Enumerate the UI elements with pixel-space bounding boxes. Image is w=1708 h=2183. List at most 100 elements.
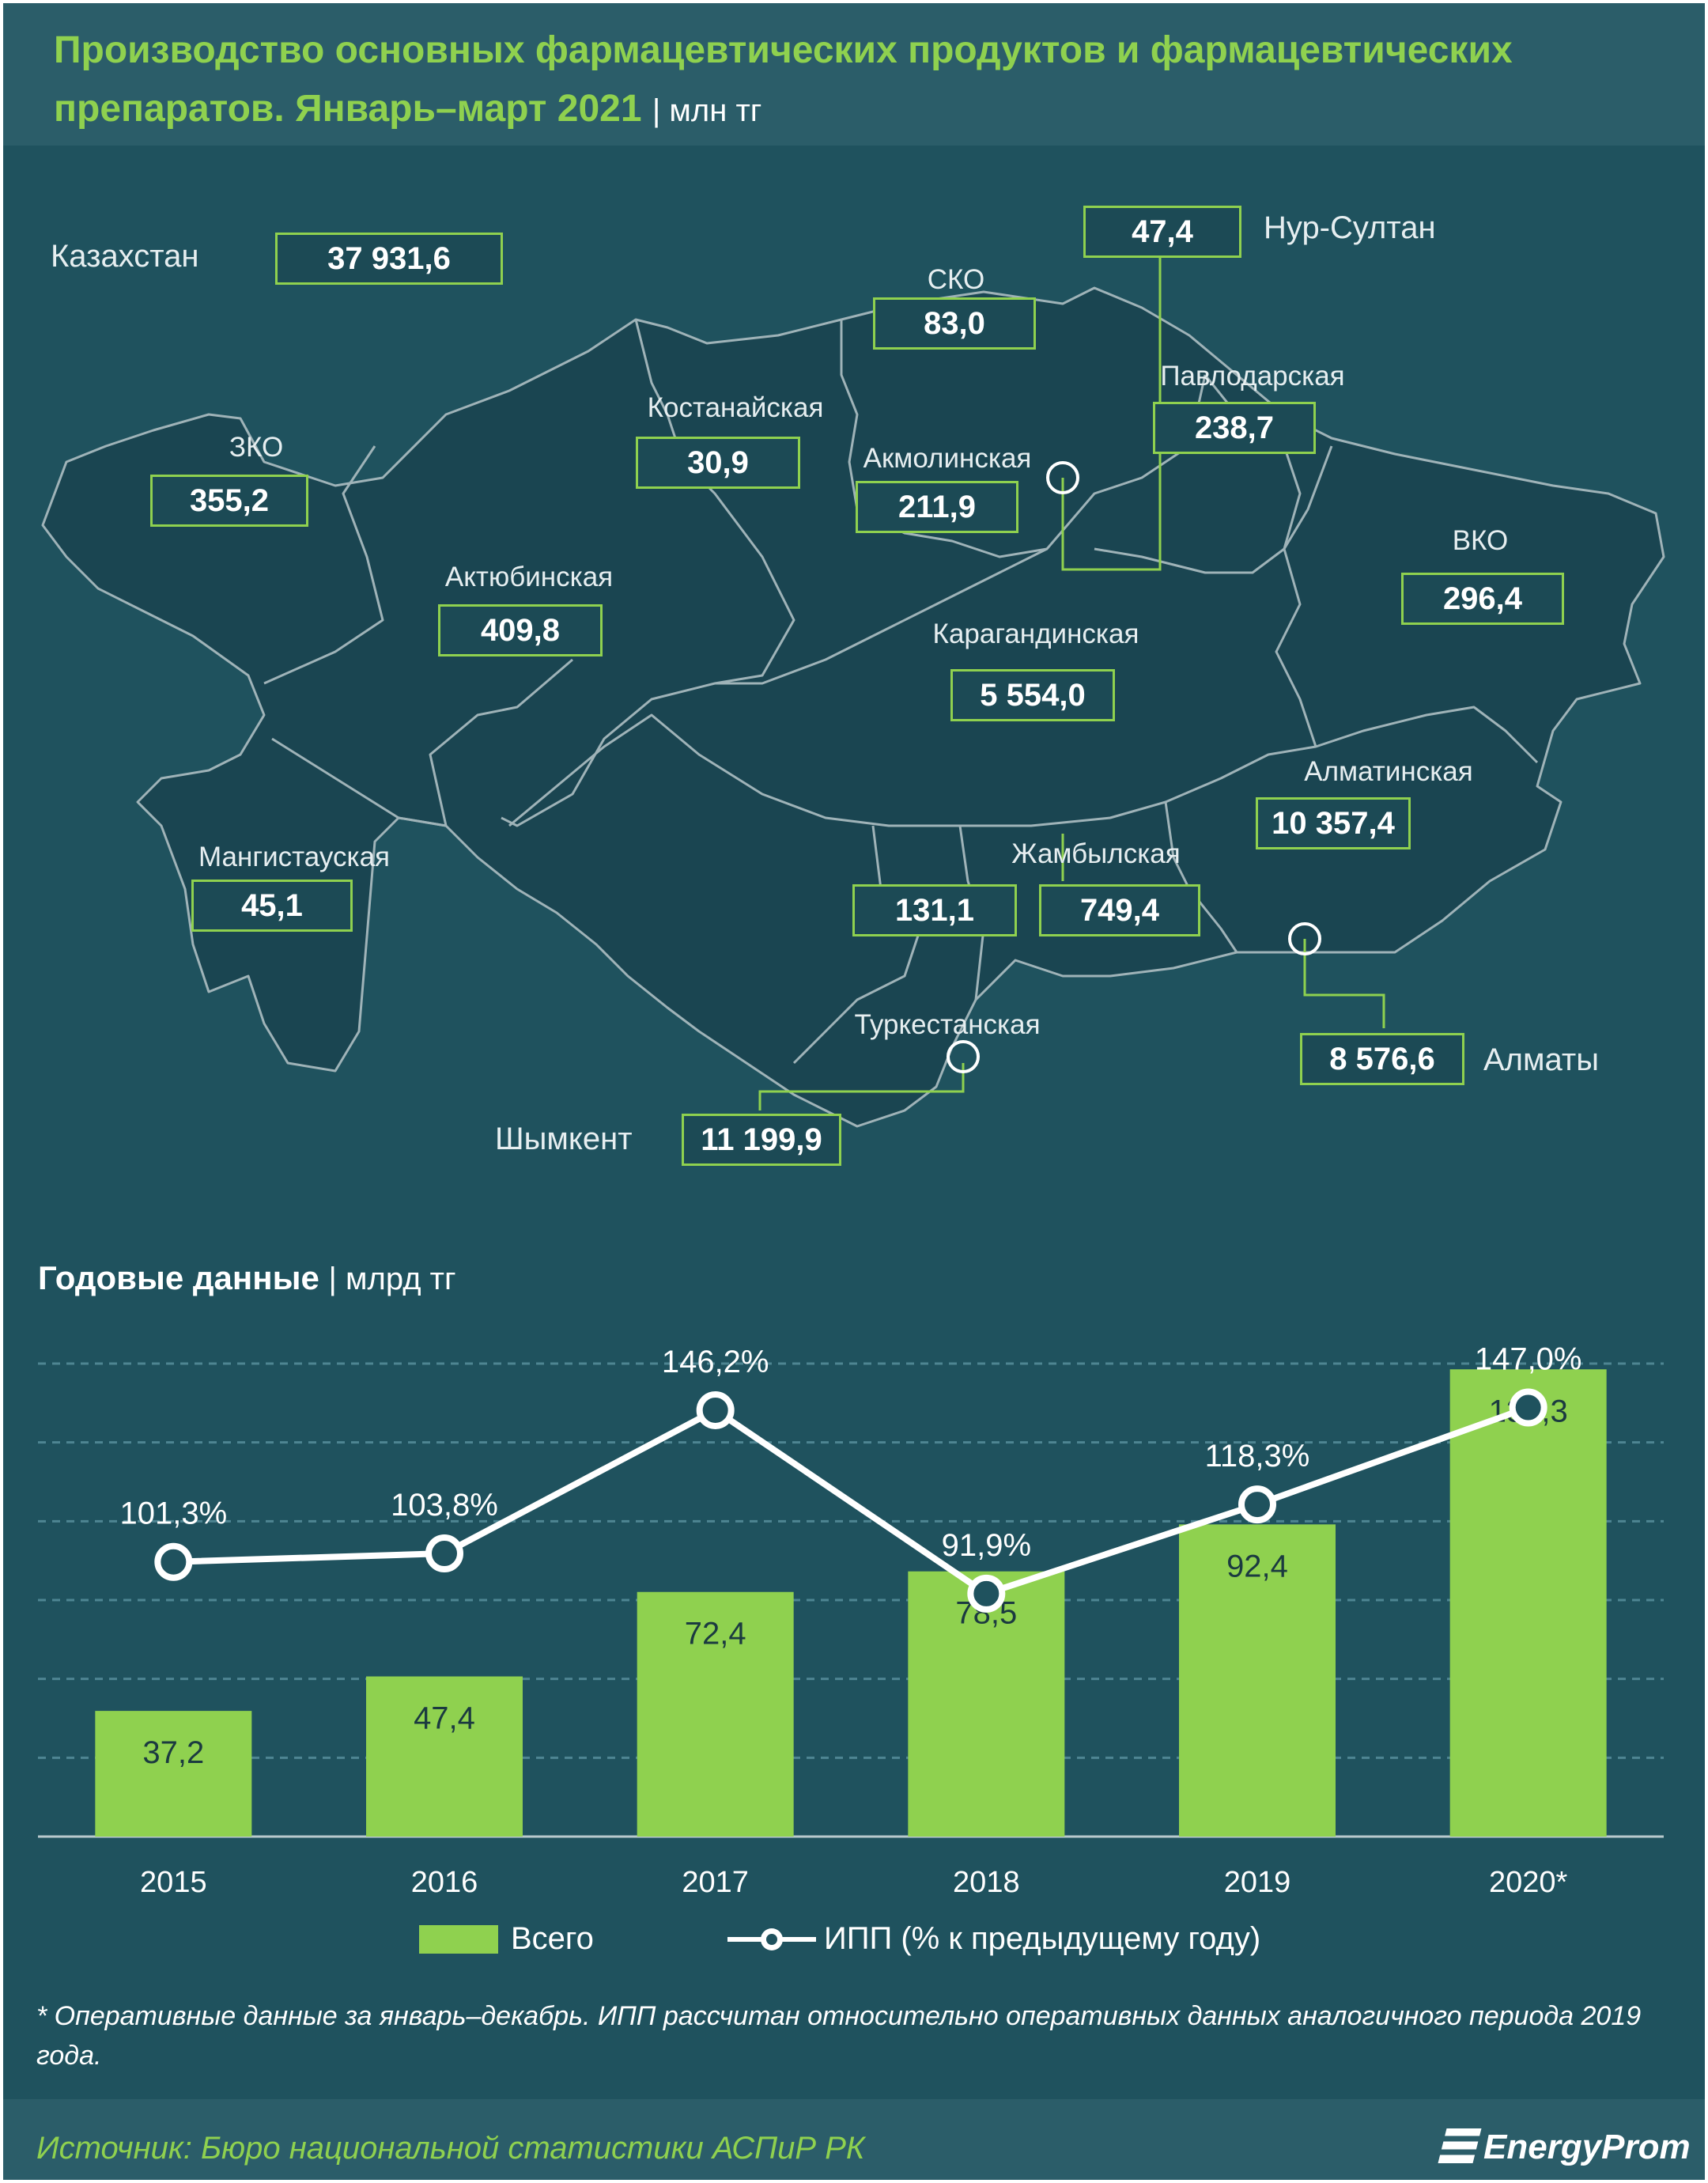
ipp-point-2015	[154, 1542, 193, 1581]
region-value-almaty-region: 10 357,4	[1256, 797, 1411, 849]
border-vko	[1275, 445, 1539, 764]
ipp-point-2018	[967, 1574, 1006, 1613]
region-label-kostanay: Костанайская	[647, 392, 824, 423]
bar-2020*	[1449, 1369, 1607, 1837]
energyprom-logo-icon	[1438, 2128, 1482, 2163]
x-tick-2015: 2015	[140, 1866, 207, 1899]
border-karaganda-north	[715, 547, 1048, 685]
city-label-shymkent: Шымкент	[495, 1122, 633, 1156]
region-value-akmola: 211,9	[856, 481, 1018, 533]
ipp-label-2018: 91,9%	[942, 1528, 1031, 1563]
annual-chart: 37,247,472,478,592,4138,3 20152016201720…	[38, 1342, 1664, 1899]
bar-2015	[95, 1711, 252, 1837]
ipp-point-2016	[425, 1534, 463, 1573]
ipp-label-2019: 118,3%	[1205, 1439, 1310, 1474]
legend-line: ИПП (% к предыдущему году)	[724, 1921, 1260, 1957]
region-label-almaty-region: Алматинская	[1304, 756, 1473, 787]
chart-point-labels: 101,3% 103,8% 146,2% 91,9% 118,3% 147,0%	[119, 1342, 1581, 1563]
header-band: Производство основных фармацевтических п…	[3, 3, 1705, 146]
page-title-text: препаратов. Январь–март 2021	[54, 88, 642, 130]
city-value-almaty: 8 576,6	[1300, 1033, 1464, 1085]
chart-bar-labels: 37,247,472,478,592,4138,3	[142, 1394, 1567, 1770]
region-label-zhambyl: Жамбылская	[1011, 838, 1181, 869]
bar-label-2017: 72,4	[685, 1617, 746, 1651]
x-tick-2016: 2016	[411, 1866, 478, 1899]
bar-2019	[1179, 1524, 1336, 1837]
x-tick-2019: 2019	[1224, 1866, 1291, 1899]
ipp-label-2015: 101,3%	[119, 1496, 227, 1531]
chart-grid	[38, 1362, 1664, 1838]
ipp-label-2020*: 147,0%	[1475, 1342, 1582, 1377]
bar-label-2016: 47,4	[414, 1701, 475, 1736]
region-label-turkestan: Туркестанская	[854, 1009, 1041, 1040]
city-value-shymkent: 11 199,9	[682, 1114, 841, 1166]
footnote: * Оперативные данные за январь–декабрь. …	[36, 2001, 1642, 2071]
region-value-karaganda: 5 554,0	[950, 669, 1115, 721]
brand-name: EnergyProm	[1483, 2128, 1691, 2166]
city-label-almaty: Алматы	[1483, 1042, 1599, 1077]
almaty-city-marker	[1288, 922, 1321, 955]
region-value-pavlodar: 238,7	[1153, 402, 1316, 454]
bar-label-2019: 92,4	[1226, 1549, 1288, 1583]
region-label-sko: СКО	[927, 264, 985, 295]
source-text: Источник: Бюро национальной статистики А…	[36, 2131, 865, 2166]
bar-label-2015: 37,2	[142, 1735, 204, 1770]
border-kostanay-akmola	[840, 320, 1207, 558]
region-value-vko: 296,4	[1401, 573, 1564, 625]
x-tick-2017: 2017	[682, 1866, 749, 1899]
infographic-panel: Производство основных фармацевтических п…	[3, 3, 1705, 2180]
nursultan-city-marker	[1046, 461, 1079, 494]
city-value-nursultan: 47,4	[1083, 206, 1241, 258]
shymkent-city-marker	[947, 1040, 980, 1073]
map-outline	[41, 286, 1665, 1128]
footer-band	[3, 2099, 1705, 2180]
legend-bar: Всего	[419, 1921, 594, 1957]
region-value-sko: 83,0	[873, 297, 1036, 350]
legend-bar-swatch	[419, 1925, 498, 1954]
region-value-aktobe: 409,8	[438, 604, 603, 656]
legend-line-swatch	[727, 1928, 816, 1950]
bar-2016	[366, 1676, 523, 1837]
region-label-zko: ЗКО	[229, 432, 284, 463]
border-karaganda-south	[508, 713, 1317, 827]
annual-title: Годовые данные | млрд тг	[38, 1259, 456, 1297]
kazakhstan-map	[41, 252, 1665, 1128]
page-title-line1: Производство основных фармацевтических п…	[54, 29, 1513, 71]
page-title-line2: препаратов. Январь–март 2021 | млн тг	[54, 87, 761, 131]
region-label-pavlodar: Павлодарская	[1160, 361, 1345, 392]
ipp-label-2017: 146,2%	[662, 1345, 769, 1379]
legend-bar-label: Всего	[511, 1921, 594, 1956]
ipp-label-2016: 103,8%	[391, 1488, 498, 1523]
kazakhstan-value-box: 37 931,6	[275, 233, 503, 285]
region-value-zko: 355,2	[150, 475, 308, 527]
ipp-series-line	[173, 1404, 1530, 1597]
region-value-mangystau: 45,1	[191, 880, 353, 932]
connector-almaty	[1303, 939, 1385, 1028]
annual-title-unit: | млрд тг	[328, 1262, 456, 1296]
chart-x-ticks: 2015 2016 2017 2018 2019 2020*	[140, 1866, 1567, 1899]
region-value-zhambyl: 749,4	[1039, 884, 1200, 936]
region-value-kostanay: 30,9	[636, 437, 800, 489]
ipp-point-2019	[1238, 1485, 1276, 1524]
border-aktobe-kostanay	[501, 319, 795, 827]
brand-logo: EnergyProm	[1438, 2128, 1691, 2167]
connector-shymkent	[758, 1063, 965, 1110]
region-label-karaganda: Карагандинская	[932, 619, 1139, 649]
bar-2017	[637, 1591, 794, 1837]
annual-title-text: Годовые данные	[38, 1259, 319, 1296]
ipp-point-2020*	[1509, 1388, 1547, 1427]
region-value-kyzylorda: 131,1	[852, 884, 1017, 936]
x-tick-2020*: 2020*	[1489, 1866, 1568, 1899]
region-label-vko: ВКО	[1452, 525, 1509, 556]
city-label-nursultan: Нур-Султан	[1264, 210, 1436, 245]
border-zko-aktobe	[263, 445, 384, 685]
region-label-akmola: Акмолинская	[863, 443, 1032, 474]
region-label-mangystau: Мангистауская	[198, 842, 390, 872]
ipp-point-2017	[696, 1390, 735, 1429]
x-tick-2018: 2018	[953, 1866, 1020, 1899]
border-mangystau	[271, 658, 573, 827]
page-title-unit: | млн тг	[652, 93, 762, 128]
chart-points	[154, 1388, 1547, 1613]
chart-bars	[95, 1369, 1607, 1837]
region-label-aktobe: Актюбинская	[444, 562, 614, 592]
